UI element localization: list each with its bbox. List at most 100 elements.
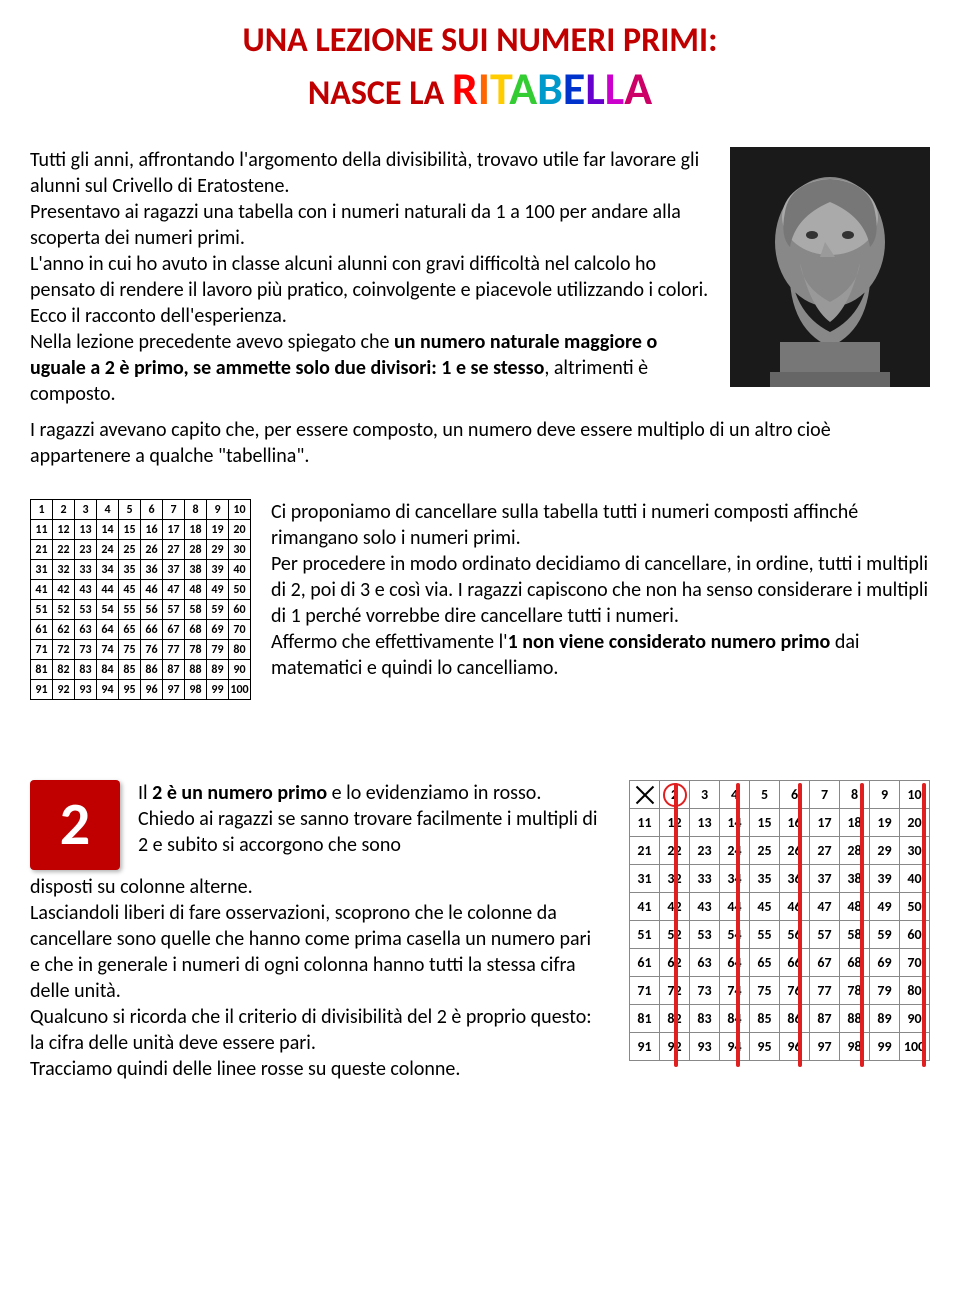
sieve-cell: 9 — [870, 781, 900, 809]
table-cell: 24 — [97, 540, 119, 560]
table-cell: 67 — [163, 620, 185, 640]
sieve-cell: 54 — [720, 921, 750, 949]
sieve-cell: 93 — [690, 1033, 720, 1061]
sieve-cell: 86 — [780, 1005, 810, 1033]
sieve-cell: 57 — [810, 921, 840, 949]
red-number-box: 2 — [30, 780, 120, 870]
sieve-cell: 56 — [780, 921, 810, 949]
table-cell: 45 — [119, 580, 141, 600]
table-cell: 86 — [141, 660, 163, 680]
table-cell: 4 — [97, 500, 119, 520]
sieve-cell: 45 — [750, 893, 780, 921]
table-cell: 65 — [119, 620, 141, 640]
table-cell: 34 — [97, 560, 119, 580]
table-cell: 94 — [97, 680, 119, 700]
sieve-cell: 63 — [690, 949, 720, 977]
table-cell: 87 — [163, 660, 185, 680]
sieve-cell: 2 — [660, 781, 690, 809]
table-cell: 93 — [75, 680, 97, 700]
table-cell: 59 — [207, 600, 229, 620]
sieve-cell: 29 — [870, 837, 900, 865]
sieve-cell: 89 — [870, 1005, 900, 1033]
section-1-text: Tutti gli anni, affrontando l'argomento … — [30, 147, 710, 407]
sieve-cell: 6 — [780, 781, 810, 809]
section-3: 2 Il 2 è un numero primo e lo evidenziam… — [30, 780, 930, 1082]
sieve-cell: 35 — [750, 865, 780, 893]
para-10: Il 2 è un numero primo e lo evidenziamo … — [138, 780, 604, 806]
sieve-cell: 55 — [750, 921, 780, 949]
section-2-text: Ci proponiamo di cancellare sulla tabell… — [271, 499, 930, 681]
sieve-cell: 36 — [780, 865, 810, 893]
sieve-cell: 100 — [900, 1033, 930, 1061]
number-table-plain: 1234567891011121314151617181920212223242… — [30, 499, 251, 700]
table-cell: 26 — [141, 540, 163, 560]
para-11: Chiedo ai ragazzi se sanno trovare facil… — [138, 806, 604, 858]
sieve-cell: 42 — [660, 893, 690, 921]
sieve-cell: 12 — [660, 809, 690, 837]
table-cell: 54 — [97, 600, 119, 620]
table-cell: 29 — [207, 540, 229, 560]
table-cell: 36 — [141, 560, 163, 580]
sieve-cell: 23 — [690, 837, 720, 865]
table-cell: 11 — [31, 520, 53, 540]
sieve-cell: 78 — [840, 977, 870, 1005]
table-cell: 46 — [141, 580, 163, 600]
sieve-cell: 88 — [840, 1005, 870, 1033]
table-cell: 81 — [31, 660, 53, 680]
sieve-cell: 58 — [840, 921, 870, 949]
sieve-cell: 73 — [690, 977, 720, 1005]
table-cell: 14 — [97, 520, 119, 540]
table-cell: 27 — [163, 540, 185, 560]
table-cell: 18 — [185, 520, 207, 540]
table-cell: 19 — [207, 520, 229, 540]
table-cell: 62 — [53, 620, 75, 640]
sieve-cell: 96 — [780, 1033, 810, 1061]
table-cell: 97 — [163, 680, 185, 700]
sieve-cell: 20 — [900, 809, 930, 837]
table-cell: 48 — [185, 580, 207, 600]
table-cell: 55 — [119, 600, 141, 620]
sieve-cell: 97 — [810, 1033, 840, 1061]
sieve-cell: 15 — [750, 809, 780, 837]
sieve-cell: 62 — [660, 949, 690, 977]
sieve-cell: 82 — [660, 1005, 690, 1033]
table-cell: 1 — [31, 500, 53, 520]
para-1: Tutti gli anni, affrontando l'argomento … — [30, 147, 710, 199]
section-3-left: 2 Il 2 è un numero primo e lo evidenziam… — [30, 780, 604, 1082]
table-cell: 69 — [207, 620, 229, 640]
table-cell: 73 — [75, 640, 97, 660]
sieve-cell: 13 — [690, 809, 720, 837]
table-cell: 63 — [75, 620, 97, 640]
section-1: Tutti gli anni, affrontando l'argomento … — [30, 147, 930, 407]
table-cell: 70 — [229, 620, 251, 640]
sieve-cell: 81 — [630, 1005, 660, 1033]
table-cell: 3 — [75, 500, 97, 520]
sieve-cell: 43 — [690, 893, 720, 921]
table-cell: 52 — [53, 600, 75, 620]
sieve-cell: 47 — [810, 893, 840, 921]
table-cell: 95 — [119, 680, 141, 700]
sieve-cell: 7 — [810, 781, 840, 809]
sieve-cell: 80 — [900, 977, 930, 1005]
table-cell: 60 — [229, 600, 251, 620]
table-cell: 72 — [53, 640, 75, 660]
sieve-cell: 59 — [870, 921, 900, 949]
table-cell: 96 — [141, 680, 163, 700]
table-cell: 58 — [185, 600, 207, 620]
table-cell: 38 — [185, 560, 207, 580]
table-cell: 42 — [53, 580, 75, 600]
table-cell: 50 — [229, 580, 251, 600]
table-cell: 85 — [119, 660, 141, 680]
table-cell: 75 — [119, 640, 141, 660]
sieve-cell: 53 — [690, 921, 720, 949]
para-4: Ecco il racconto dell'esperienza. — [30, 303, 710, 329]
table-cell: 77 — [163, 640, 185, 660]
para-2: Presentavo ai ragazzi una tabella con i … — [30, 199, 710, 251]
sieve-cell — [630, 781, 660, 809]
sieve-cell: 26 — [780, 837, 810, 865]
para-6: I ragazzi avevano capito che, per essere… — [30, 417, 930, 469]
table-cell: 17 — [163, 520, 185, 540]
sieve-cell: 22 — [660, 837, 690, 865]
page-title-line1: UNA LEZIONE SUI NUMERI PRIMI: — [30, 20, 930, 61]
sieve-cell: 14 — [720, 809, 750, 837]
